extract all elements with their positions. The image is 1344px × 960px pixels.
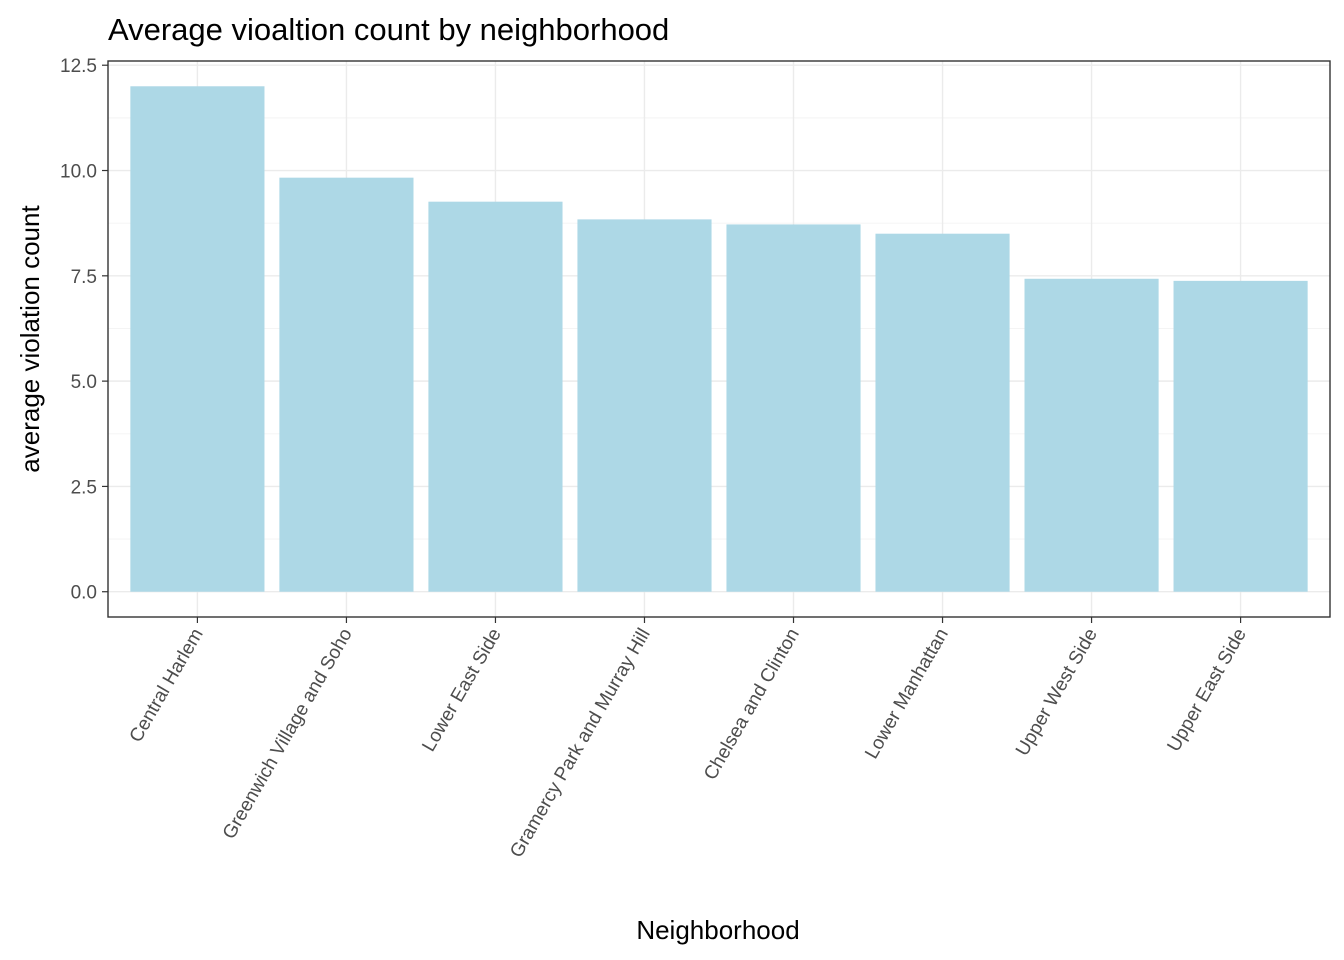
x-tick-label: Central Harlem (126, 625, 208, 746)
bar (279, 177, 414, 592)
bar (1173, 280, 1308, 592)
x-tick-label: Chelsea and Clinton (700, 625, 804, 784)
x-axis-title: Neighborhood (636, 915, 799, 945)
bar (577, 219, 712, 592)
y-axis: 0.0 2.5 5.0 7.5 10.0 12.5 (60, 56, 108, 604)
x-tick-label: Greenwich Village and Soho (219, 625, 357, 843)
x-tick-label: Lower East Side (418, 625, 505, 755)
bar (428, 201, 563, 592)
y-tick-label: 0.0 (71, 583, 97, 604)
y-tick-label: 5.0 (71, 372, 97, 393)
y-tick-label: 10.0 (60, 162, 97, 183)
panel-border (107, 60, 1331, 618)
x-tick-label: Upper East Side (1164, 625, 1251, 755)
bars (130, 86, 1308, 592)
bar (875, 233, 1010, 592)
bar (130, 86, 265, 592)
y-tick-label: 12.5 (60, 56, 97, 77)
x-axis: Central Harlem Greenwich Village and Soho… (126, 617, 1251, 861)
y-tick-label: 7.5 (71, 267, 97, 288)
x-tick-label: Upper West Side (1012, 625, 1102, 760)
x-tick-label: Gramercy Park and Murray Hill (506, 625, 655, 861)
y-axis-title: average violation count (15, 205, 45, 473)
chart-title: Average vioaltion count by neighborhood (108, 12, 669, 47)
x-tick-label: Lower Manhattan (861, 625, 953, 763)
bar (726, 224, 861, 592)
bar (1024, 278, 1159, 592)
y-tick-label: 2.5 (71, 477, 97, 498)
